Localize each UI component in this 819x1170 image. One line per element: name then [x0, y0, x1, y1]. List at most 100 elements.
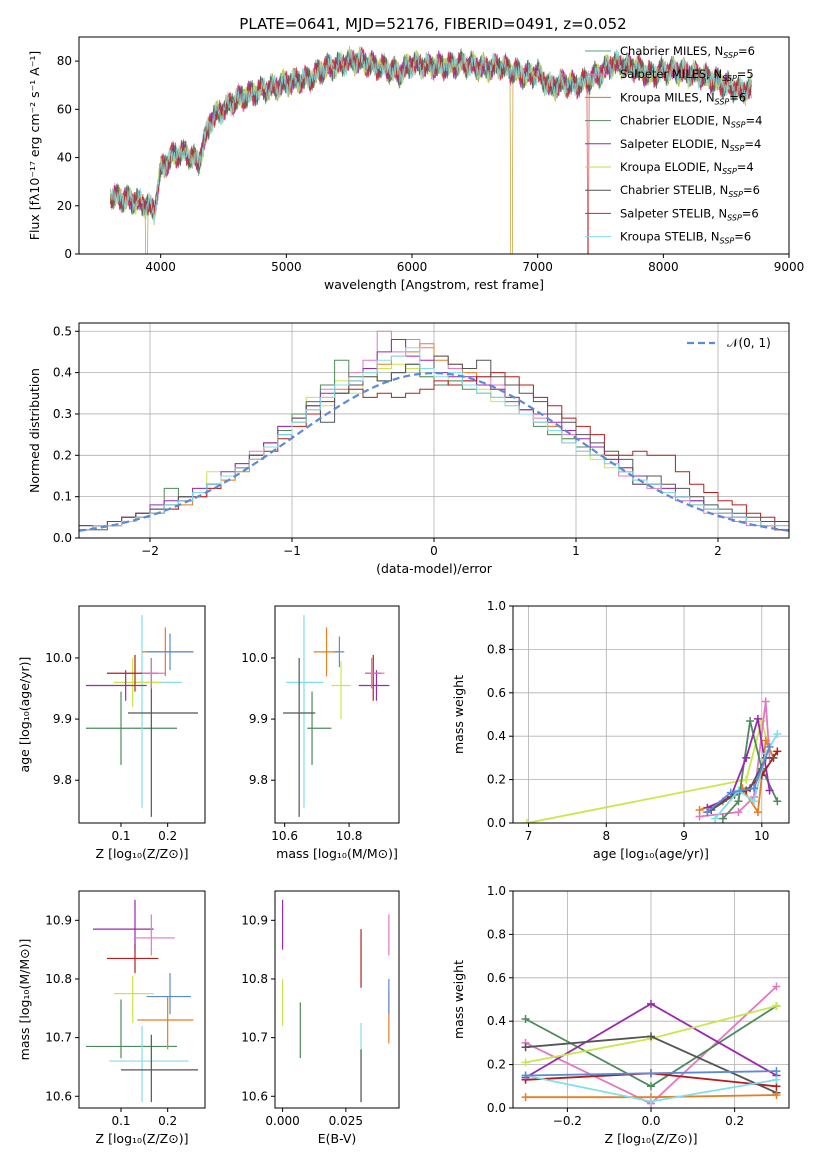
legend-subscript: SSP	[728, 190, 743, 199]
x-tick-label: 2	[714, 544, 722, 558]
x-tick-label: 10.8	[336, 829, 363, 843]
errorbar-point	[365, 657, 385, 689]
y-tick-label: 0.4	[487, 729, 506, 743]
axes-frame	[78, 605, 206, 824]
weight-marker	[647, 1082, 655, 1091]
x-tick-label: 0.2	[158, 1114, 177, 1128]
x-tick-label: −1	[283, 544, 301, 558]
y-tick-label: 0.6	[487, 971, 506, 985]
weight-marker	[772, 1075, 781, 1084]
y-tick-label: 0	[64, 247, 72, 261]
chart-weight-vs-z: −0.2 0.0 0.2 0.0 0.2 0.4 0.6 0.8 1.0 Z [log₁₀(Z/Z…	[451, 884, 790, 1146]
y-tick-label: 0.8	[487, 642, 506, 656]
y-tick-label: 9.8	[53, 773, 72, 787]
weight-marker	[734, 797, 743, 806]
plot-area-spectrum	[110, 46, 752, 254]
errorbar-point	[331, 661, 351, 720]
weight-marker	[647, 1069, 655, 1078]
y-tick-label: 10.0	[45, 651, 72, 665]
legend-label: Chabrier MILES, NSSP=6	[620, 44, 755, 60]
errorbar-point	[128, 657, 198, 817]
errorbar-point	[142, 657, 166, 689]
legend-label: Salpeter ELODIE, NSSP=4	[620, 137, 761, 153]
legend-subscript: SSP	[715, 97, 730, 106]
y-tick-label: 9.8	[249, 773, 268, 787]
weight-marker	[750, 797, 759, 806]
errorbar-point	[109, 1025, 189, 1103]
y-tick-label: 0.4	[53, 366, 72, 380]
legend-value: =6	[734, 230, 751, 244]
legend-subscript: SSP	[727, 213, 742, 222]
chart-age-vs-mass: 10.6 10.8 9.8 9.9 10.0 mass [log₁₀(M/M⊙)]	[241, 605, 400, 861]
legend-label: Chabrier ELODIE, NSSP=4	[620, 114, 762, 130]
legend-subscript: SSP	[722, 167, 737, 176]
legend-label: Chabrier STELIB, NSSP=6	[620, 183, 760, 199]
weight-marker	[761, 697, 770, 706]
legend-label: Salpeter STELIB, NSSP=6	[620, 206, 759, 222]
legend-value: =6	[729, 90, 746, 104]
y-axis-label: Normed distribution	[27, 368, 42, 493]
errorbar-point	[135, 914, 175, 956]
weight-marker	[521, 1071, 530, 1080]
y-tick-label: 0.5	[53, 324, 72, 338]
chart-weight-vs-age: 7 8 9 10 0.0 0.2 0.4 0.6 0.8 1.0 age [log₁₀(age/yr…	[451, 599, 790, 861]
errorbar-point	[358, 670, 390, 701]
y-tick-label: 80	[57, 54, 72, 68]
legend-value: =4	[737, 160, 754, 174]
weight-marker	[703, 808, 712, 817]
normal-curve	[79, 371, 789, 532]
y-tick-label: 0.8	[487, 927, 506, 941]
y-tick-label: 10.9	[45, 913, 72, 927]
weight-marker	[647, 999, 655, 1008]
weight-line	[722, 720, 779, 820]
plot-area-residuals	[79, 330, 789, 538]
weight-marker	[695, 805, 704, 814]
chart-mass-vs-z: 0.1 0.2 10.6 10.7 10.8 10.9 Z [log₁₀(Z/Z⊙)] mas…	[17, 890, 206, 1146]
y-tick-label: 20	[57, 199, 72, 213]
weight-marker	[742, 775, 751, 784]
spectrum-line	[110, 48, 752, 254]
errorbar-point	[283, 657, 316, 817]
y-tick-label: 0.4	[487, 1014, 506, 1028]
x-axis-label: Z [log₁₀(Z/Z⊙)]	[605, 1131, 698, 1146]
weight-marker	[521, 1043, 530, 1052]
weight-marker	[750, 784, 759, 793]
x-tick-label: 0	[430, 544, 438, 558]
y-tick-label: 9.9	[249, 712, 268, 726]
plot-area-weight-vs-age	[522, 697, 782, 823]
errorbar-point	[307, 691, 332, 765]
y-tick-label: 0.2	[487, 773, 506, 787]
y-tick-label: 10.6	[241, 1089, 268, 1103]
x-tick-label: 7000	[522, 260, 553, 274]
weight-line	[706, 746, 771, 813]
chart-residuals: 𝒩(0, 1) −2 −1 0 1 2 0.0 0.1 0.2 0.3 0.4 0.5 (data-mo…	[27, 322, 790, 576]
legend-label: 𝒩(0, 1)	[727, 336, 771, 350]
weight-marker	[761, 736, 770, 745]
errorbar-point	[146, 973, 191, 1015]
y-tick-label: 9.9	[53, 712, 72, 726]
figure-title: PLATE=0641, MJD=52176, FIBERID=0491, z=0…	[239, 15, 626, 33]
x-tick-label: 9000	[774, 260, 805, 274]
weight-marker	[711, 814, 720, 823]
weight-marker	[521, 1058, 530, 1067]
x-tick-label: 7	[525, 829, 533, 843]
weight-marker	[742, 753, 751, 762]
x-axis-label: Z [log₁₀(Z/Z⊙)]	[96, 846, 189, 861]
errorbar-point	[146, 633, 194, 671]
histogram-step	[79, 347, 789, 538]
weight-marker	[772, 1067, 781, 1076]
weight-marker	[647, 1032, 655, 1041]
y-tick-label: 10.8	[45, 972, 72, 986]
x-tick-label: 0.0	[641, 1114, 660, 1128]
axes-frame	[274, 890, 400, 1109]
y-tick-label: 0.2	[487, 1058, 506, 1072]
y-tick-label: 40	[57, 151, 72, 165]
weight-marker	[765, 786, 774, 795]
x-tick-label: 0.025	[329, 1114, 363, 1128]
y-tick-label: 10.7	[241, 1031, 268, 1045]
axes-frame	[78, 36, 790, 255]
errorbar-point	[93, 899, 154, 950]
weight-marker	[521, 1093, 530, 1102]
x-axis-label: (data-model)/error	[376, 561, 493, 576]
